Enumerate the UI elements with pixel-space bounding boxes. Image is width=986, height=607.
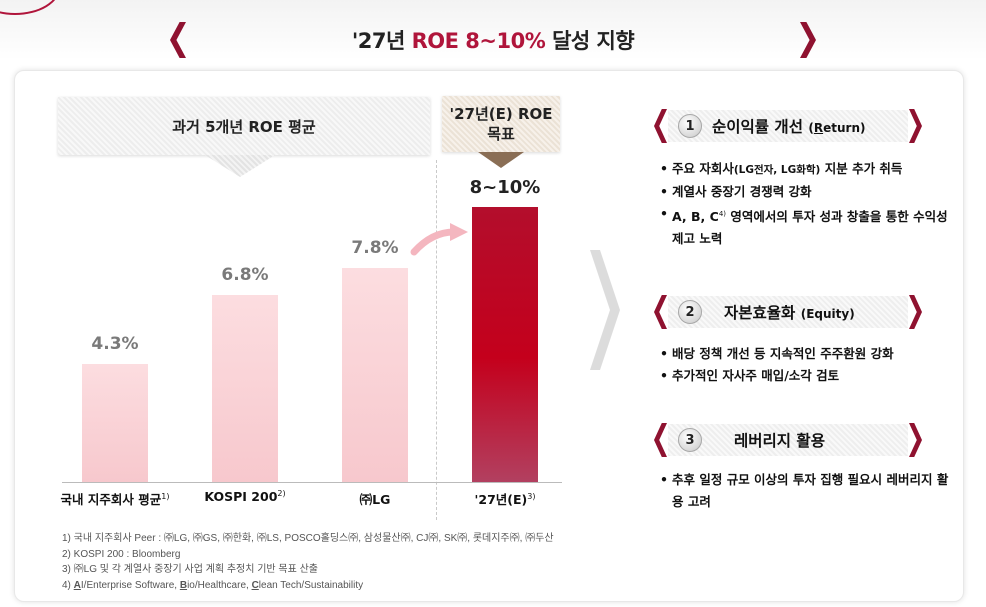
slide-title: '27년 ROE 8~10% 달성 지향 — [351, 25, 635, 55]
bar-category-label: KOSPI 2002) — [204, 489, 286, 505]
chevron-right-icon — [590, 250, 620, 370]
chart-bar — [342, 267, 408, 482]
section-number-3: 3 — [678, 428, 702, 452]
footnote-3: 3) ㈜LG 및 각 계열사 중장기 사업 계획 추정치 기반 목표 산출 — [62, 564, 318, 575]
bar-category-label: ㈜LG — [359, 492, 391, 507]
chevron-right-icon — [800, 22, 816, 58]
bar-value-label: 4.3% — [91, 333, 139, 354]
section-equity: 2 자본효율화 (Equity) — [654, 292, 922, 332]
historical-banner: 과거 5개년 ROE 평균 — [58, 97, 430, 155]
footnotes: 1) 국내 지주회사 Peer : ㈜LG, ㈜GS, ㈜한화, ㈜LS, PO… — [62, 531, 662, 593]
list-item: 추후 일정 규모 이상의 투자 집행 필요시 레버리지 활용 고려 — [660, 469, 950, 513]
target-banner-line2: 목표 — [487, 125, 515, 143]
section-return: 1 순이익률 개선 (Return) — [654, 106, 922, 146]
chart-baseline — [62, 482, 562, 483]
footnote-1: 1) 국내 지주회사 Peer : ㈜LG, ㈜GS, ㈜한화, ㈜LS, PO… — [62, 533, 554, 544]
chevron-left-icon — [654, 295, 667, 329]
dashed-divider — [436, 160, 437, 520]
section-number-1: 1 — [678, 114, 702, 138]
section-title-3: 레버리지 활용 — [734, 429, 825, 451]
bar-value-label: 8~10% — [469, 177, 541, 198]
list-item: 계열사 중장기 경쟁력 강화 — [660, 181, 960, 203]
section-title-1-en: (Return) — [808, 121, 866, 135]
section-1-bullets: 주요 자회사(LG전자, LG화학) 지분 추가 취득 계열사 중장기 경쟁력 … — [660, 158, 960, 250]
section-number-2: 2 — [678, 300, 702, 324]
title-suffix: 달성 지향 — [545, 29, 635, 53]
chevron-left-icon — [170, 22, 186, 58]
chevron-right-icon — [909, 423, 922, 457]
title-prefix: '27년 — [351, 29, 412, 53]
title-highlight: ROE 8~10% — [411, 29, 546, 53]
section-title-3-ko: 레버리지 활용 — [734, 432, 825, 450]
list-item: A, B, C4) 영역에서의 투자 성과 창출을 통한 수익성 제고 노력 — [660, 203, 960, 250]
historical-banner-label: 과거 5개년 ROE 평균 — [172, 117, 316, 136]
slide-title-bar: '27년 ROE 8~10% 달성 지향 — [170, 20, 816, 60]
section-title-2-en: (Equity) — [800, 307, 855, 321]
list-item: 배당 정책 개선 등 지속적인 주주환원 강화 — [660, 343, 960, 365]
section-title-2: 자본효율화 (Equity) — [724, 301, 855, 323]
header-background — [0, 0, 986, 60]
list-item: 추가적인 자사주 매입/소각 검토 — [660, 365, 960, 387]
target-banner-line1: '27년(E) ROE — [449, 105, 553, 123]
section-title-2-ko: 자본효율화 — [724, 304, 796, 322]
section-leverage: 3 레버리지 활용 — [654, 420, 922, 460]
bar-value-label: 6.8% — [221, 265, 269, 285]
chart-bar — [212, 295, 278, 482]
list-item: 주요 자회사(LG전자, LG화학) 지분 추가 취득 — [660, 158, 960, 181]
bar-category-label: '27년(E)3) — [474, 491, 536, 507]
footnote-4: 4) AI/Enterprise Software, Bio/Healthcar… — [62, 579, 364, 591]
section-title-1-ko: 순이익률 개선 — [712, 118, 803, 136]
chevron-left-icon — [654, 109, 667, 143]
curved-arrow-icon — [410, 223, 468, 256]
chart-bar — [472, 207, 538, 482]
chevron-left-icon — [654, 423, 667, 457]
chart-bar — [82, 363, 148, 482]
section-2-bullets: 배당 정책 개선 등 지속적인 주주환원 강화 추가적인 자사주 매입/소각 검… — [660, 343, 960, 387]
section-3-bullets: 추후 일정 규모 이상의 투자 집행 필요시 레버리지 활용 고려 — [660, 469, 950, 513]
target-banner: '27년(E) ROE 목표 — [442, 96, 560, 152]
chevron-right-icon — [909, 109, 922, 143]
bar-value-label: 7.8% — [351, 237, 399, 258]
footnote-2: 2) KOSPI 200 : Bloomberg — [62, 548, 181, 560]
bar-category-label: 국내 지주회사 평균1) — [60, 491, 170, 507]
section-title-1: 순이익률 개선 (Return) — [712, 115, 865, 137]
chevron-right-icon — [909, 295, 922, 329]
